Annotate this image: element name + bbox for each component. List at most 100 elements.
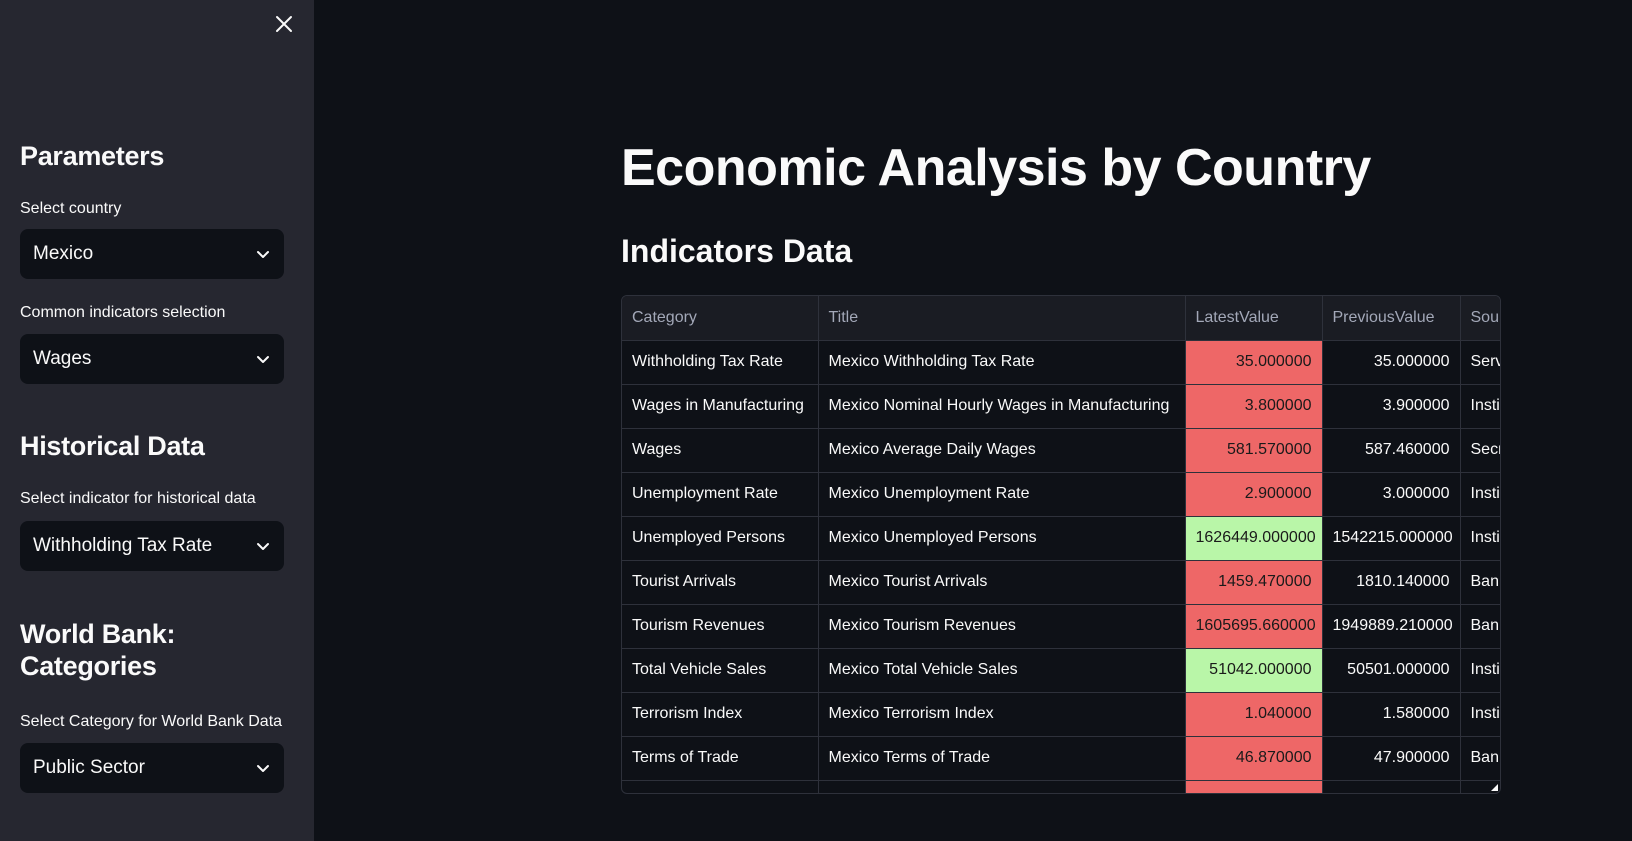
historical-heading: Historical Data (20, 431, 205, 461)
cell-category[interactable]: Wages in Manufacturing (622, 384, 819, 429)
chevron-down-icon (257, 765, 269, 772)
cell-source[interactable]: Serv (1460, 340, 1500, 385)
country-select[interactable]: Mexico (20, 229, 284, 279)
table-row[interactable]: Terms of Trade Mexico Terms of Trade 46.87… (622, 736, 1500, 781)
historical-select[interactable]: Withholding Tax Rate (20, 521, 284, 571)
cell-category[interactable] (622, 780, 819, 793)
close-icon (276, 16, 292, 32)
cell-title[interactable]: Mexico Tourism Revenues (818, 604, 1186, 649)
cell-previous-value[interactable]: 3.000000 (1322, 472, 1461, 517)
cell-latest-value[interactable]: 2.900000 (1185, 472, 1323, 517)
table-row[interactable]: Wages Mexico Average Daily Wages 581.57000… (622, 428, 1500, 473)
table-row[interactable]: Terrorism Index Mexico Terrorism Index 1.0… (622, 692, 1500, 737)
section-title: Indicators Data (621, 233, 853, 269)
cell-source[interactable]: Ban (1460, 604, 1500, 649)
indicators-select[interactable]: Wages (20, 334, 284, 384)
column-header-title[interactable]: Title (818, 296, 1186, 341)
cell-source[interactable]: Insti (1460, 472, 1500, 517)
cell-category[interactable]: Tourism Revenues (622, 604, 819, 649)
cell-title[interactable]: Mexico Average Daily Wages (818, 428, 1186, 473)
table-row[interactable]: Withholding Tax Rate Mexico Withholding T… (622, 340, 1500, 385)
table-row[interactable]: Total Vehicle Sales Mexico Total Vehicle … (622, 648, 1500, 693)
worldbank-heading-line2: Categories (20, 651, 157, 682)
cell-latest-value[interactable]: 46.870000 (1185, 736, 1323, 781)
cell-source[interactable]: Ban (1460, 560, 1500, 605)
indicators-table[interactable]: Category Title LatestValue PreviousValue… (621, 295, 1501, 794)
table-row[interactable] (622, 780, 1500, 793)
cell-source[interactable]: Insti (1460, 516, 1500, 561)
cell-latest-value[interactable] (1185, 780, 1323, 793)
cell-previous-value[interactable]: 47.900000 (1322, 736, 1461, 781)
cell-category[interactable]: Unemployed Persons (622, 516, 819, 561)
table-row[interactable]: Unemployed Persons Mexico Unemployed Pers… (622, 516, 1500, 561)
cell-title[interactable]: Mexico Unemployment Rate (818, 472, 1186, 517)
cell-previous-value[interactable]: 587.460000 (1322, 428, 1461, 473)
worldbank-heading-line1: World Bank: (20, 619, 176, 649)
historical-select-value: Withholding Tax Rate (33, 535, 213, 556)
page-title: Economic Analysis by Country (621, 139, 1371, 197)
resize-handle[interactable] (1491, 784, 1498, 791)
country-select-value: Mexico (33, 243, 94, 264)
cell-previous-value[interactable]: 35.000000 (1322, 340, 1461, 385)
table-header-row: Category Title LatestValue PreviousValue… (622, 296, 1500, 341)
table-row[interactable]: Tourist Arrivals Mexico Tourist Arrivals 1… (622, 560, 1500, 605)
indicators-label: Common indicators selection (20, 304, 226, 321)
cell-previous-value[interactable]: 1.580000 (1322, 692, 1461, 737)
worldbank-label: Select Category for World Bank Data (20, 713, 283, 730)
chevron-down-icon (257, 251, 269, 258)
column-header-previous-value[interactable]: PreviousValue (1322, 296, 1461, 341)
cell-title[interactable]: Mexico Unemployed Persons (818, 516, 1186, 561)
column-header-source[interactable]: Sour (1460, 296, 1500, 341)
cell-source[interactable]: Insti (1460, 648, 1500, 693)
cell-previous-value[interactable]: 1810.140000 (1322, 560, 1461, 605)
close-sidebar-button[interactable] (272, 12, 296, 36)
cell-category[interactable]: Tourist Arrivals (622, 560, 819, 605)
historical-label: Select indicator for historical data (20, 490, 256, 507)
worldbank-select-value: Public Sector (33, 757, 145, 778)
cell-source[interactable] (1460, 780, 1500, 793)
cell-previous-value[interactable] (1322, 780, 1461, 793)
cell-title[interactable]: Mexico Total Vehicle Sales (818, 648, 1186, 693)
cell-title[interactable]: Mexico Terms of Trade (818, 736, 1186, 781)
sidebar: Parameters Select country Mexico Common … (0, 0, 314, 841)
cell-latest-value[interactable]: 1626449.000000 (1185, 516, 1323, 561)
cell-previous-value[interactable]: 50501.000000 (1322, 648, 1461, 693)
cell-latest-value[interactable]: 3.800000 (1185, 384, 1323, 429)
cell-latest-value[interactable]: 1.040000 (1185, 692, 1323, 737)
country-label: Select country (20, 200, 122, 217)
cell-previous-value[interactable]: 3.900000 (1322, 384, 1461, 429)
worldbank-select[interactable]: Public Sector (20, 743, 284, 793)
cell-title[interactable]: Mexico Terrorism Index (818, 692, 1186, 737)
cell-source[interactable]: Insti (1460, 692, 1500, 737)
cell-latest-value[interactable]: 1605695.660000 (1185, 604, 1323, 649)
table-row[interactable]: Tourism Revenues Mexico Tourism Revenues 1… (622, 604, 1500, 649)
column-header-latest-value[interactable]: LatestValue (1185, 296, 1323, 341)
cell-category[interactable]: Wages (622, 428, 819, 473)
cell-category[interactable]: Unemployment Rate (622, 472, 819, 517)
cell-latest-value[interactable]: 1459.470000 (1185, 560, 1323, 605)
table-row[interactable]: Unemployment Rate Mexico Unemployment Rat… (622, 472, 1500, 517)
table-body: Withholding Tax Rate Mexico Withholding T… (622, 340, 1500, 793)
column-header-category[interactable]: Category (622, 296, 819, 341)
cell-category[interactable]: Terms of Trade (622, 736, 819, 781)
indicators-select-value: Wages (33, 348, 92, 369)
cell-latest-value[interactable]: 51042.000000 (1185, 648, 1323, 693)
cell-source[interactable]: Secr (1460, 428, 1500, 473)
cell-previous-value[interactable]: 1542215.000000 (1322, 516, 1461, 561)
cell-category[interactable]: Total Vehicle Sales (622, 648, 819, 693)
chevron-down-icon (257, 543, 269, 550)
cell-latest-value[interactable]: 581.570000 (1185, 428, 1323, 473)
table-row[interactable]: Wages in Manufacturing Mexico Nominal Hou… (622, 384, 1500, 429)
data-table: Category Title LatestValue PreviousValue… (622, 296, 1500, 793)
cell-title[interactable]: Mexico Withholding Tax Rate (818, 340, 1186, 385)
cell-source[interactable]: Ban (1460, 736, 1500, 781)
cell-category[interactable]: Withholding Tax Rate (622, 340, 819, 385)
chevron-down-icon (257, 356, 269, 363)
cell-previous-value[interactable]: 1949889.210000 (1322, 604, 1461, 649)
cell-title[interactable]: Mexico Nominal Hourly Wages in Manufactu… (818, 384, 1186, 429)
cell-title[interactable]: Mexico Tourist Arrivals (818, 560, 1186, 605)
cell-category[interactable]: Terrorism Index (622, 692, 819, 737)
cell-title[interactable] (818, 780, 1186, 793)
cell-latest-value[interactable]: 35.000000 (1185, 340, 1323, 385)
cell-source[interactable]: Insti (1460, 384, 1500, 429)
